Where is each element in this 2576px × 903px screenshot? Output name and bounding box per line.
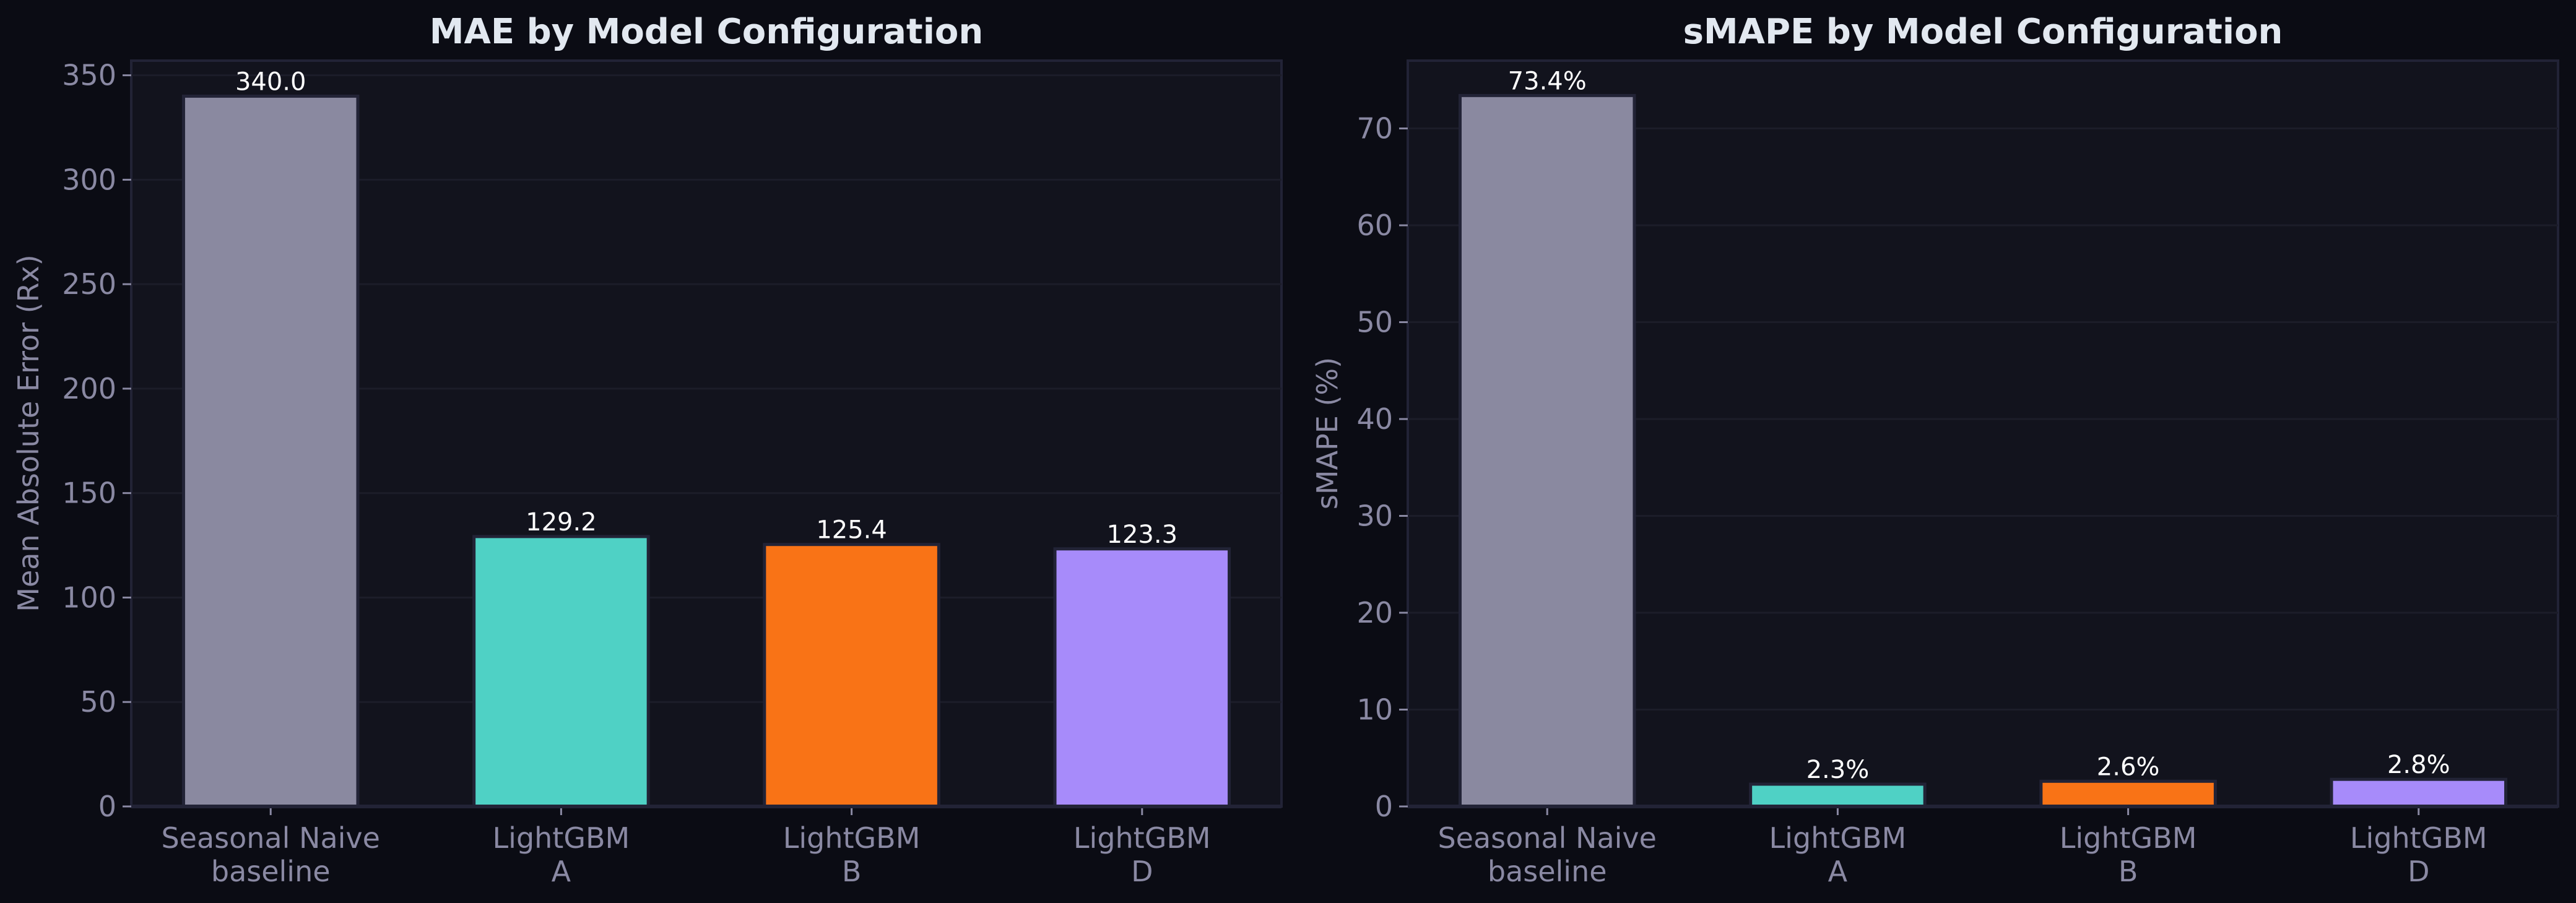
mae-chart: MAE by Model Configuration Mean Absolute… [12, 12, 1283, 888]
mae-bar [763, 543, 940, 808]
mae-bar-value-label: 123.3 [1107, 521, 1178, 549]
mae-y-axis-label: Mean Absolute Error (Rx) [12, 254, 45, 611]
smape-y-tick-label: 40 [1356, 402, 1393, 436]
smape-x-tick-label: LightGBM D [2350, 821, 2487, 888]
smape-y-tick-label: 0 [1375, 790, 1393, 823]
mae-bar-value-label: 129.2 [526, 508, 597, 537]
smape-bar-value-label: 2.8% [2387, 751, 2450, 779]
smape-y-tick-label: 70 [1356, 112, 1393, 145]
smape-y-tick-label: 20 [1356, 596, 1393, 629]
smape-x-tick-label: Seasonal Naive baseline [1438, 821, 1656, 888]
smape-chart: sMAPE by Model Configuration sMAPE (%) 0… [1311, 12, 2559, 888]
smape-y-tick-label: 60 [1356, 209, 1393, 242]
mae-x-tick-label: LightGBM A [493, 821, 630, 888]
smape-y-tick-label: 30 [1356, 499, 1393, 533]
mae-y-tick-label: 0 [98, 790, 116, 823]
smape-x-tick-label: LightGBM B [2060, 821, 2197, 888]
smape-y-tick-label: 50 [1356, 306, 1393, 339]
smape-bar [1458, 93, 1636, 808]
mae-x-tick-label: Seasonal Naive baseline [161, 821, 379, 888]
mae-chart-title: MAE by Model Configuration [430, 12, 983, 52]
smape-y-tick-label: 10 [1356, 693, 1393, 727]
mae-x-tick-label: LightGBM B [783, 821, 921, 888]
mae-bar-value-label: 340.0 [235, 67, 306, 96]
mae-bar [181, 94, 360, 808]
mae-y-tick-label: 300 [62, 163, 116, 196]
smape-chart-title: sMAPE by Model Configuration [1683, 12, 2283, 52]
mae-y-tick-label: 350 [62, 59, 116, 92]
mae-y-tick-label: 200 [62, 372, 116, 405]
smape-bar [2330, 777, 2508, 808]
smape-bar-value-label: 73.4% [1508, 67, 1587, 95]
smape-x-tick-label: LightGBM A [1769, 821, 1907, 888]
mae-y-tick-label: 100 [62, 581, 116, 614]
smape-bar [2039, 779, 2217, 808]
mae-y-tick-label: 150 [62, 477, 116, 510]
mae-bar [1053, 547, 1231, 808]
smape-y-axis-label: sMAPE (%) [1311, 357, 1344, 509]
mae-x-tick-label: LightGBM D [1073, 821, 1211, 888]
smape-bar-value-label: 2.3% [1806, 756, 1870, 784]
smape-bar [1749, 782, 1927, 808]
mae-y-tick-label: 50 [80, 685, 116, 719]
mae-y-tick-label: 250 [62, 267, 116, 301]
smape-bar-value-label: 2.6% [2097, 753, 2160, 781]
mae-bar [472, 535, 650, 808]
mae-bar-value-label: 125.4 [816, 516, 887, 545]
